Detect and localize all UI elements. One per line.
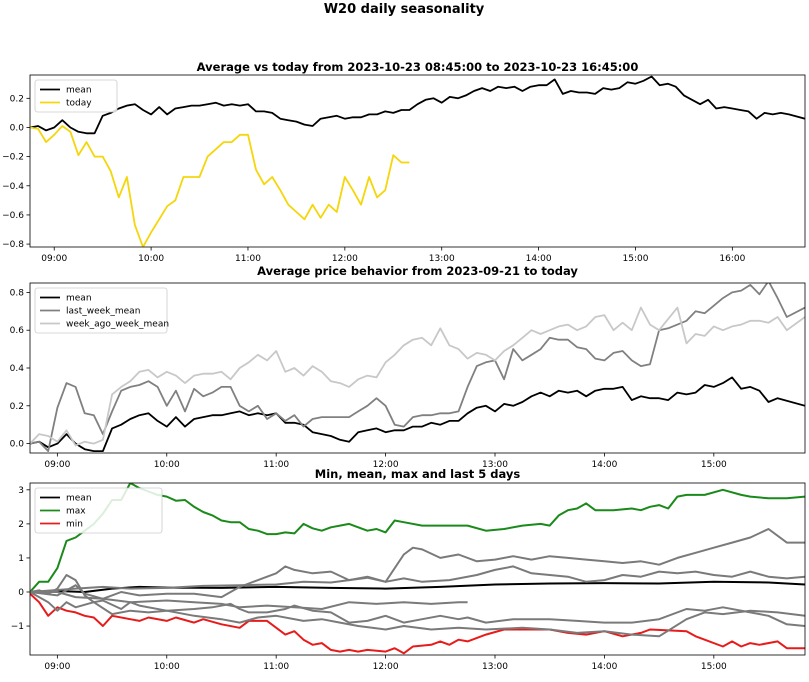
x-tick-label: 14:00 (526, 254, 552, 264)
series-line-max (30, 483, 805, 593)
x-tick-label: 09:00 (44, 662, 70, 672)
chart-panel-1: Average vs today from 2023-10-23 08:45:0… (2, 60, 806, 264)
series-line-min (30, 592, 805, 655)
legend-label: last_week_mean (66, 307, 140, 317)
y-tick-label: 0.4 (10, 364, 25, 374)
x-tick-label: 11:00 (235, 254, 261, 264)
legend-box (34, 79, 118, 113)
chart-title: Average price behavior from 2023-09-21 t… (257, 264, 578, 278)
x-tick-label: 10:00 (154, 460, 180, 470)
chart-title: Average vs today from 2023-10-23 08:45:0… (197, 60, 639, 74)
figure-title: W20 daily seasonality (324, 2, 485, 17)
legend-label: mean (66, 294, 92, 304)
series-line-week-ago-week-mean (30, 306, 805, 447)
y-tick-label: −0.8 (2, 240, 24, 250)
chart-panel-3: Min, mean, max and last 5 days 09:00 10:00… (11, 467, 806, 672)
x-tick-label: 11:00 (263, 460, 289, 470)
y-tick-label: −0.6 (2, 211, 24, 221)
y-tick-label: 2 (18, 520, 24, 530)
x-tick-label: 12:00 (332, 254, 358, 264)
y-tick-label: 0.8 (10, 288, 25, 298)
x-tick-label: 15:00 (701, 460, 727, 470)
x-tick-label: 12:00 (373, 460, 399, 470)
y-tick-label: 0.0 (10, 440, 25, 450)
y-tick-label: −1 (11, 622, 24, 632)
series-line-day-6 (30, 565, 805, 600)
x-tick-label: 15:00 (701, 662, 727, 672)
legend: mean last_week_mean week_ago_week_mean (34, 287, 169, 334)
series-line-mean (30, 580, 805, 593)
x-tick-label: 13:00 (482, 460, 508, 470)
chart-panel-2: Average price behavior from 2023-09-21 t… (10, 264, 806, 470)
y-tick-label: 0 (18, 588, 24, 598)
series-line-mean (30, 376, 805, 452)
chart-title: Min, mean, max and last 5 days (315, 467, 521, 481)
plot-frame (29, 482, 806, 656)
series-line-today (30, 125, 410, 247)
legend-box (34, 287, 168, 334)
series-line-day-8 (30, 528, 805, 593)
legend-label: week_ago_week_mean (66, 320, 169, 330)
series-line-last-week-mean (30, 283, 805, 452)
series-line-day-4 (30, 574, 805, 627)
series-group (30, 283, 805, 452)
x-tick-label: 10:00 (138, 254, 164, 264)
x-tick-label: 14:00 (591, 662, 617, 672)
y-tick-label: 0.2 (10, 402, 24, 412)
x-tick-label: 12:00 (373, 662, 399, 672)
x-tick-label: 13:00 (429, 254, 455, 264)
legend-box (34, 487, 163, 534)
y-tick-label: 0.0 (10, 123, 25, 133)
legend-label: max (66, 507, 86, 517)
legend-label: today (66, 99, 92, 109)
legend-label: mean (66, 494, 92, 504)
series-group (30, 75, 805, 247)
x-tick-label: 09:00 (44, 460, 70, 470)
plot-frame (29, 74, 806, 248)
series-group (30, 483, 805, 655)
y-tick-label: 0.6 (10, 326, 25, 336)
x-tick-label: 15:00 (623, 254, 649, 264)
y-tick-label: 3 (18, 486, 24, 496)
x-tick-label: 13:00 (482, 662, 508, 672)
legend: mean today (34, 79, 118, 113)
y-tick-label: −0.4 (2, 182, 24, 192)
x-tick-label: 16:00 (719, 254, 745, 264)
y-tick-label: 0.2 (10, 94, 24, 104)
y-tick-label: −0.2 (2, 153, 24, 163)
x-tick-label: 09:00 (41, 254, 67, 264)
series-line-day-7 (30, 591, 468, 610)
legend-label: min (66, 520, 83, 530)
x-tick-label: 10:00 (154, 662, 180, 672)
y-tick-label: 1 (18, 554, 24, 564)
legend-label: mean (66, 86, 92, 96)
series-line-mean (30, 75, 805, 135)
series-line-day-5 (30, 591, 805, 638)
x-tick-label: 14:00 (591, 460, 617, 470)
legend: mean max min (34, 487, 163, 534)
x-tick-label: 11:00 (263, 662, 289, 672)
